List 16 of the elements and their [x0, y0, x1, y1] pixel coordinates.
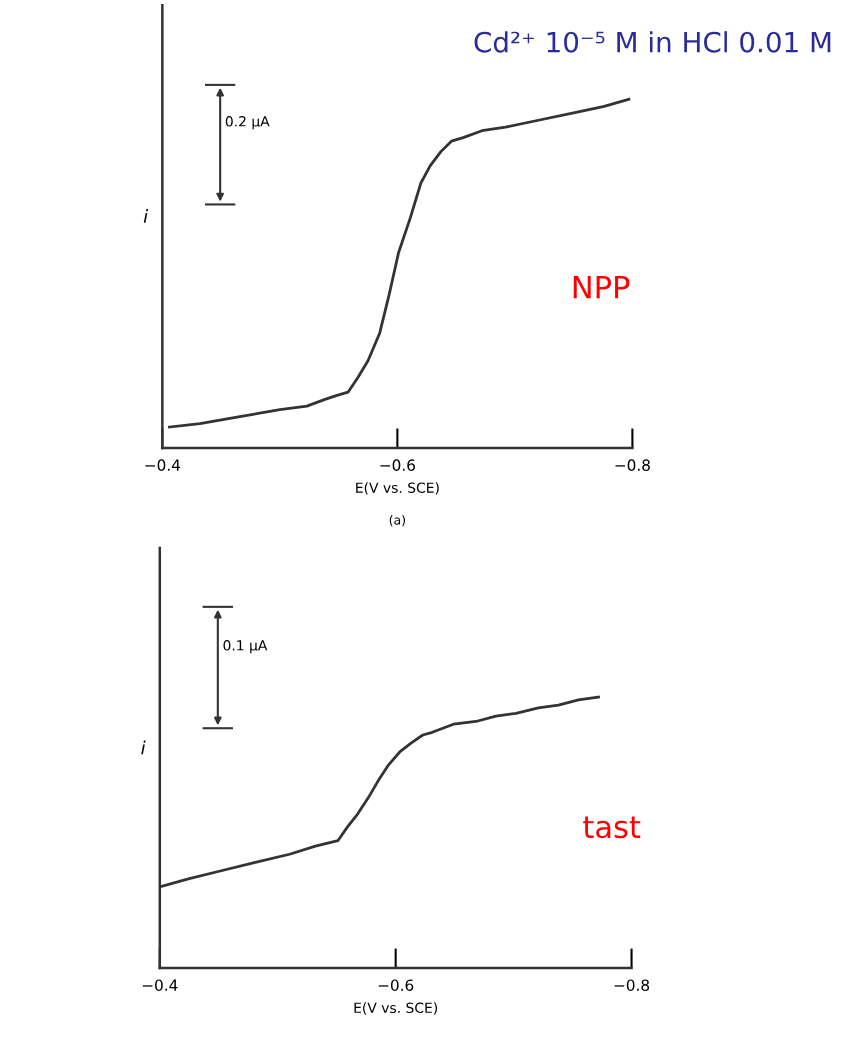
x-tick-label: −0.4 [142, 979, 178, 991]
chart-title: Cd²⁺ 10⁻⁵ M in HCl 0.01 M [474, 31, 831, 53]
x-tick-label: −0.6 [378, 979, 414, 991]
x-tick-label: −0.8 [615, 459, 650, 471]
x-tick-label: −0.6 [380, 459, 415, 471]
text: 0.1 μA [223, 640, 268, 654]
x-axis-title: E(V vs. SCE) [356, 482, 439, 495]
annotation: tast [583, 816, 641, 839]
x-tick-label: −0.8 [614, 979, 650, 991]
y-axis-title: i [141, 740, 146, 755]
annotation: 0.2 μA [225, 116, 270, 130]
annotation: NPP [573, 276, 630, 299]
y-axis-title: i [143, 209, 149, 223]
x-axis-title: E(V vs. SCE) [354, 1002, 438, 1015]
text: (a) [389, 515, 406, 527]
x-tick-label: −0.4 [145, 459, 181, 471]
